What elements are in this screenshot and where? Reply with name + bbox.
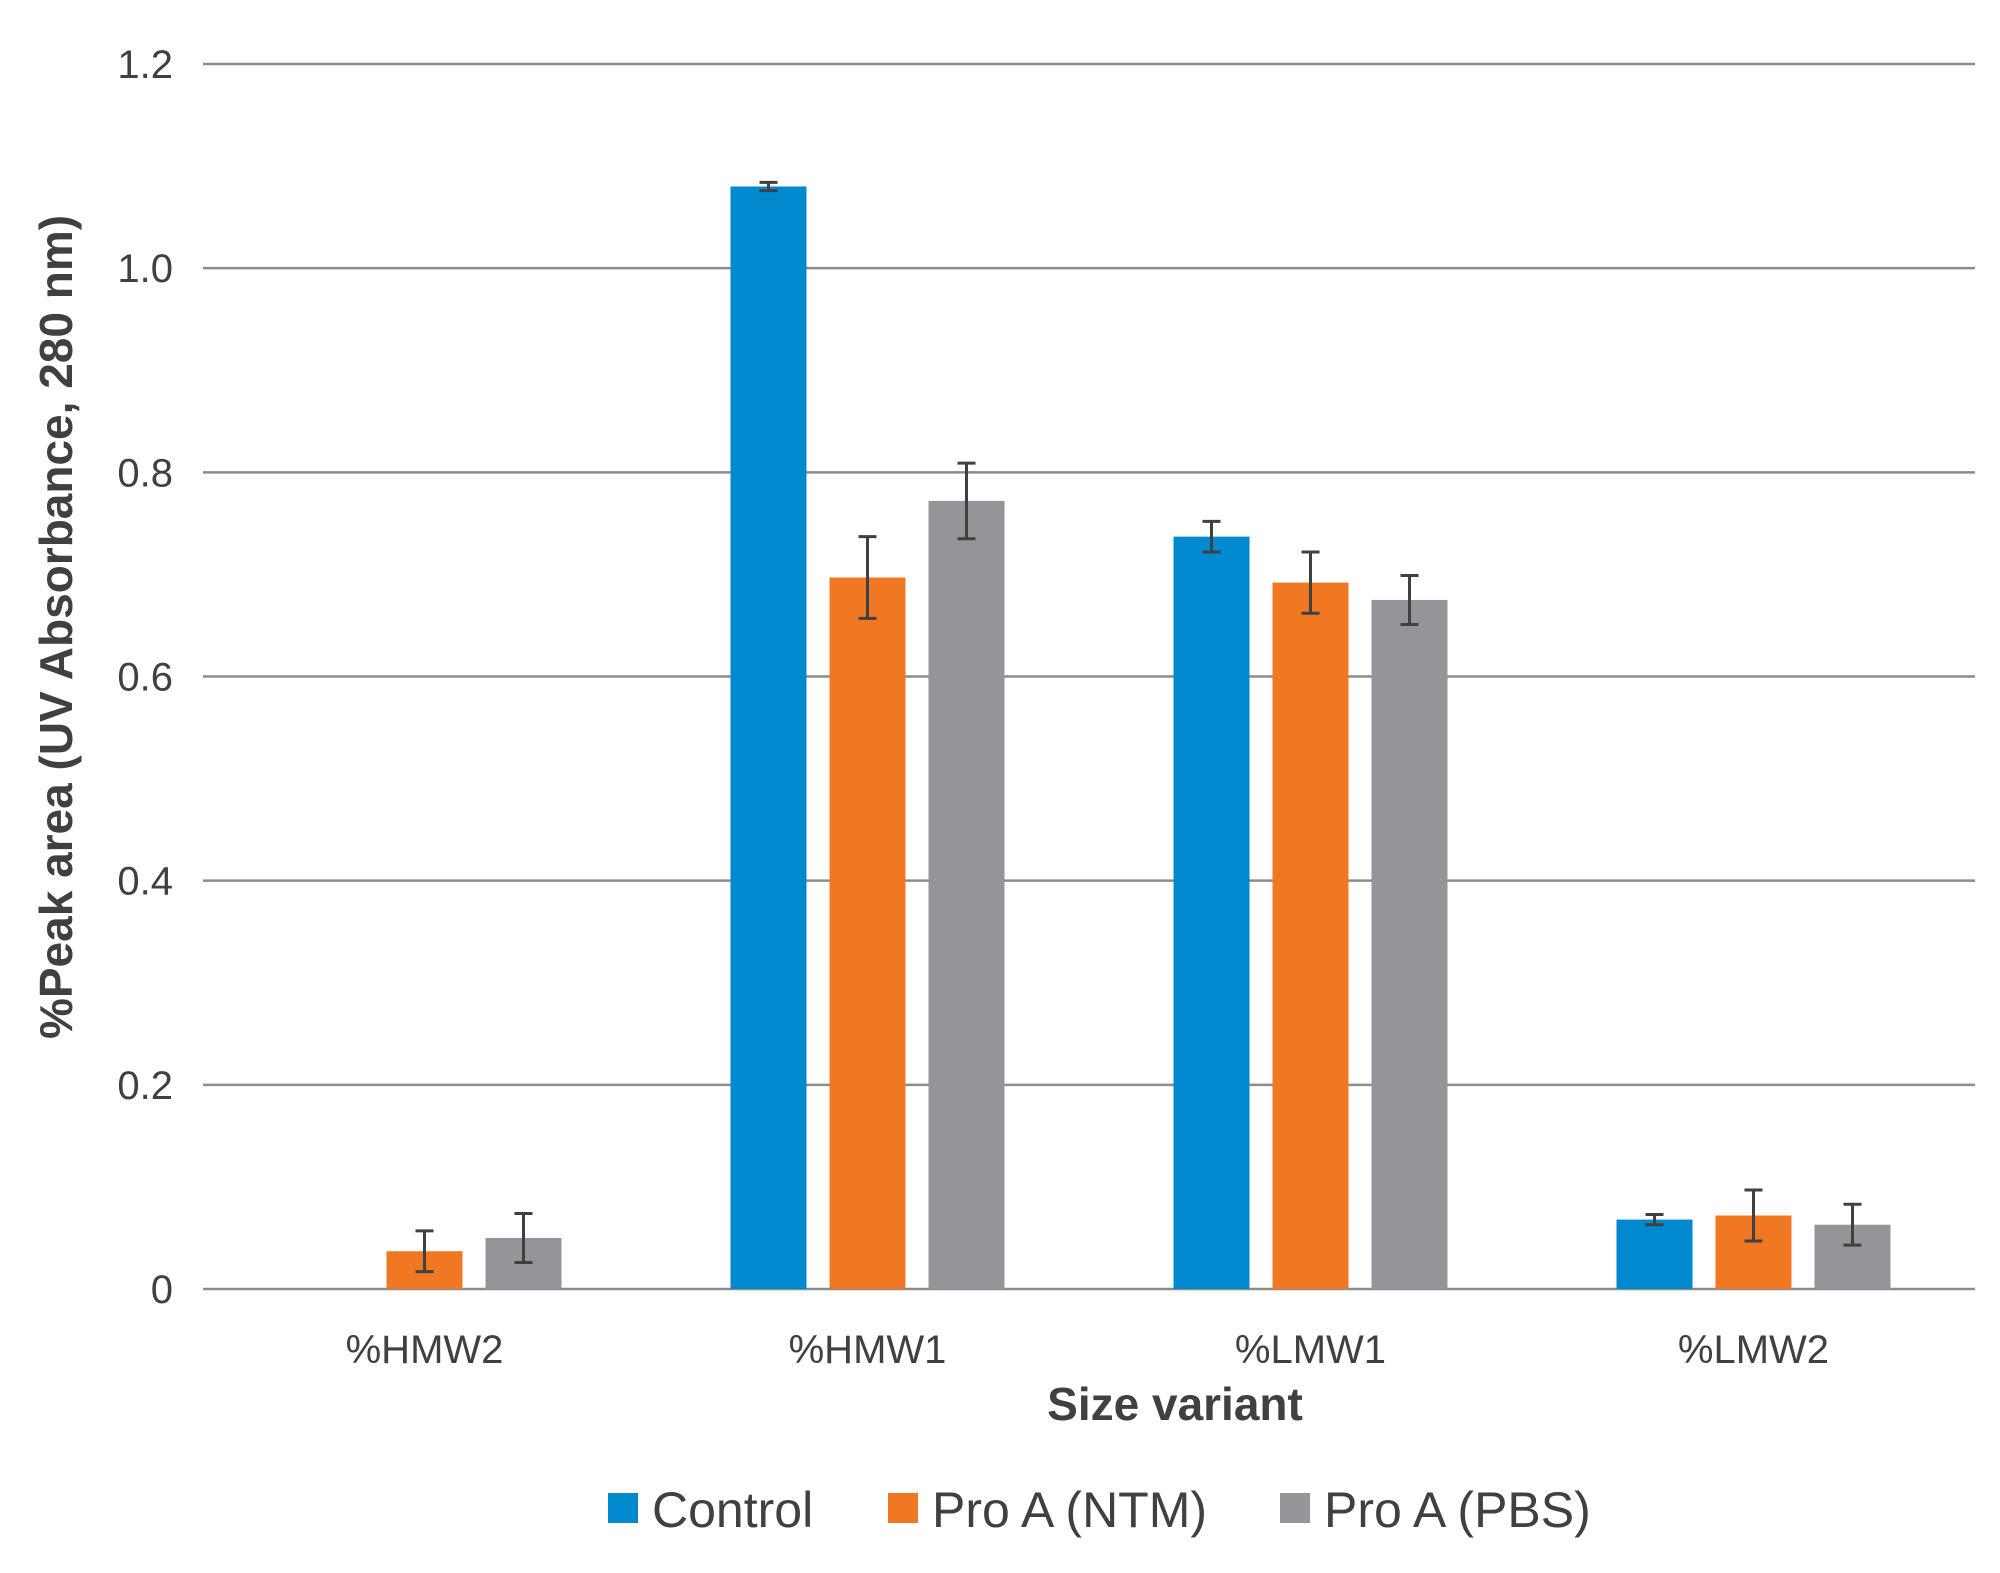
x-tick-label: %LMW1 [1235,1328,1386,1372]
error-bar [1400,573,1419,626]
x-tick-label: %HMW2 [346,1328,504,1372]
bar [1272,582,1349,1289]
bar [730,186,807,1289]
error-bar [1744,1188,1763,1243]
error-bar [1202,519,1221,554]
bar [1173,536,1250,1289]
error-bar [514,1211,533,1264]
bars [386,186,1891,1290]
y-tick-label: 0.2 [117,1064,173,1108]
y-tick-label: 0 [151,1268,173,1312]
error-bars [415,180,1862,1274]
y-tick-label: 0.8 [117,451,173,495]
legend-item: Control [608,1482,813,1538]
legend-item: Pro A (PBS) [1280,1482,1591,1538]
legend-label: Control [652,1482,813,1538]
legend-swatch [608,1493,638,1523]
legend-swatch [1280,1493,1310,1523]
y-axis-ticks: 0 0.2 0.4 0.6 0.8 1.0 1.2 [117,43,173,1312]
legend-label: Pro A (PBS) [1324,1482,1591,1538]
x-axis-ticks: %HMW2 %HMW1 %LMW1 %LMW2 [346,1328,1829,1372]
legend-item: Pro A (NTM) [888,1482,1207,1538]
legend-label: Pro A (NTM) [932,1482,1207,1538]
x-axis-title: Size variant [1047,1378,1303,1430]
error-bar [1301,550,1320,615]
error-bar [759,180,778,193]
error-bar [1843,1202,1862,1247]
error-bar [415,1229,434,1274]
error-bar [1645,1212,1664,1227]
x-tick-label: %HMW1 [789,1328,947,1372]
legend-swatch [888,1493,918,1523]
error-bar [858,535,877,620]
bar [1616,1219,1693,1289]
y-tick-label: 0.4 [117,860,173,904]
legend: Control Pro A (NTM) Pro A (PBS) [608,1482,1591,1538]
x-tick-label: %LMW2 [1678,1328,1829,1372]
bar [829,577,906,1289]
gridlines [203,62,1975,1291]
y-tick-label: 1.2 [117,43,173,87]
y-tick-label: 1.0 [117,247,173,291]
error-bar [957,461,976,541]
bar [928,500,1005,1290]
bar [1371,599,1448,1289]
y-axis-title: %Peak area (UV Absorbance, 280 nm) [30,215,82,1039]
y-tick-label: 0.6 [117,656,173,700]
